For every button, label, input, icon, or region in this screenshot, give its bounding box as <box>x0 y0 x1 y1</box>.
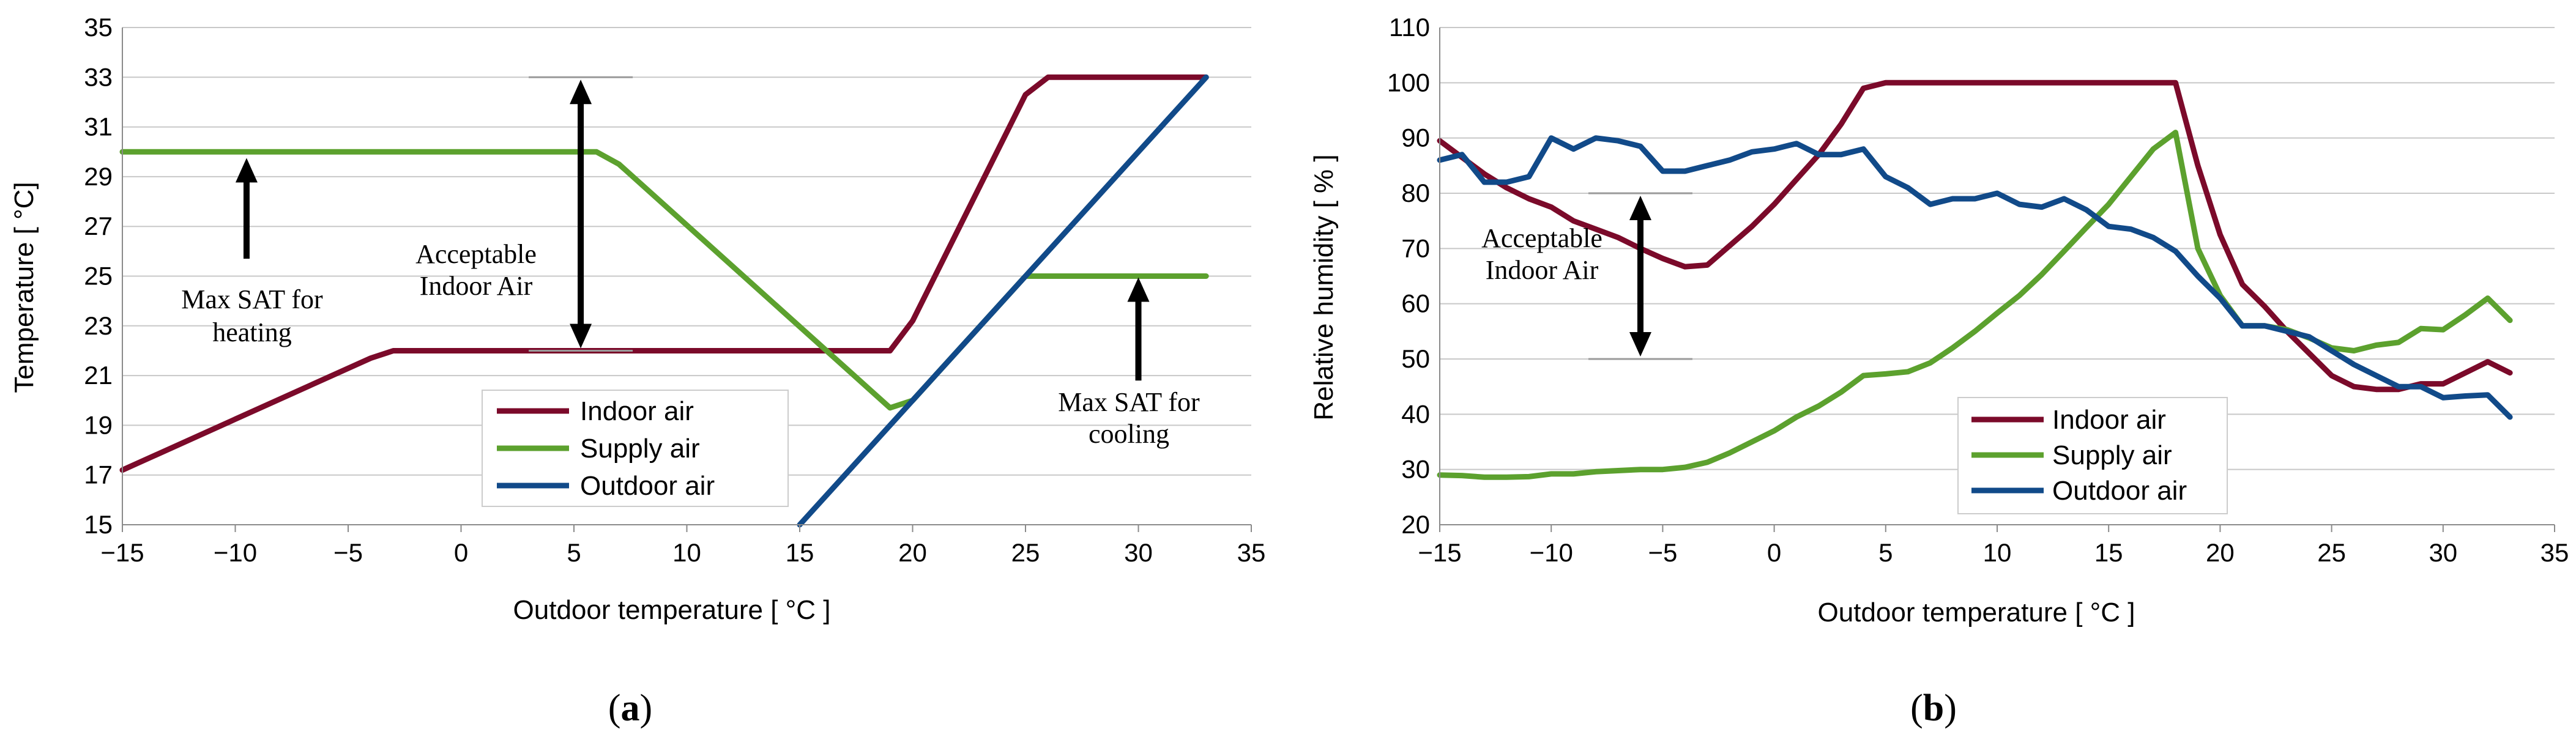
annotation-acceptable-a-line1: Acceptable <box>415 239 537 269</box>
annotation-cooling: Max SAT for cooling <box>1058 387 1200 449</box>
y-tick-label-b: 80 <box>1401 179 1430 207</box>
y-tick-label-a: 31 <box>84 113 113 141</box>
y-tick-label-a: 25 <box>84 262 113 290</box>
y-axis-title-b: Relative humidity [ % ] <box>1309 154 1339 420</box>
y-tick-label-b: 60 <box>1401 289 1430 318</box>
range-arrow-head-down-a <box>570 324 592 349</box>
series-line-indoor-air-a <box>119 74 1209 473</box>
annotation-acceptable-a: Acceptable Indoor Air <box>415 239 537 301</box>
y-tick-label-a: 19 <box>84 410 113 439</box>
x-tick-label-a: 15 <box>786 538 814 567</box>
axes-b: 20 30 40 50 60 70 80 90 100 110 −15 −10 −5 0 5 10 15 20 25… <box>1387 13 2569 567</box>
annotation-cooling-line1: Max SAT for <box>1058 387 1200 417</box>
y-tick-label-b: 70 <box>1401 234 1430 262</box>
chart-panel-b: Acceptable Indoor Air 203040506070809010… <box>1309 13 2569 729</box>
x-tick-label-b: 10 <box>1983 538 2012 567</box>
annotation-heating-line1: Max SAT for <box>181 284 323 314</box>
annotation-heating: Max SAT for heating <box>181 284 323 347</box>
x-tick-label-a: 5 <box>567 538 581 567</box>
x-tick-label-a: −10 <box>214 538 257 567</box>
y-tick-label-a: 35 <box>84 13 113 42</box>
y-tick-label-b: 110 <box>1389 13 1430 42</box>
annotation-acceptable-b: Acceptable Indoor Air <box>1481 223 1603 285</box>
legend-b-label-outdoor: Outdoor air <box>2052 476 2187 506</box>
x-tick-label-b: 15 <box>2094 538 2123 567</box>
y-tick-label-b: 40 <box>1401 399 1430 428</box>
legend-a: Indoor air Supply air Outdoor air <box>482 390 789 507</box>
annotation-cooling-line2: cooling <box>1089 419 1169 449</box>
x-tick-label-a: 30 <box>1124 538 1153 567</box>
x-tick-label-a: −5 <box>333 538 363 567</box>
axes-a: 15 17 19 21 23 25 27 29 31 33 35 −15 −10 −5 0 5 10 15 20 25… <box>84 13 1265 567</box>
plot-area-b <box>1437 80 2513 480</box>
annotations-a: Max SAT for heating Acceptable Indoor Ai… <box>181 76 1200 449</box>
plot-area-a <box>119 74 1209 528</box>
annotation-acceptable-b-line2: Indoor Air <box>1486 255 1599 285</box>
range-arrow-head-up-b <box>1629 196 1651 220</box>
y-tick-label-b: 30 <box>1401 455 1430 484</box>
y-tick-label-a: 33 <box>84 62 113 91</box>
panel-label-a-letter: a <box>621 687 640 729</box>
y-tick-label-b: 20 <box>1401 510 1430 539</box>
y-tick-label-a: 29 <box>84 162 113 191</box>
x-tick-label-b: 35 <box>2541 538 2569 567</box>
legend-b: Indoor air Supply air Outdoor air <box>1957 397 2228 514</box>
annotation-acceptable-b-line1: Acceptable <box>1481 223 1603 253</box>
grid-lines-b <box>1440 27 2555 525</box>
x-tick-label-a: 25 <box>1011 538 1040 567</box>
x-tick-label-b: −10 <box>1530 538 1573 567</box>
series-line-supply-air-a <box>119 149 1209 411</box>
legend-a-label-supply: Supply air <box>580 434 700 464</box>
y-tick-label-a: 23 <box>84 311 113 340</box>
x-tick-label-b: 30 <box>2429 538 2457 567</box>
y-tick-label-a: 15 <box>84 510 113 539</box>
y-tick-label-b: 100 <box>1387 68 1430 97</box>
x-tick-label-b: 20 <box>2206 538 2235 567</box>
x-tick-label-a: 0 <box>454 538 468 567</box>
legend-b-label-supply: Supply air <box>2052 440 2172 470</box>
x-axis-title-b: Outdoor temperature [ °C ] <box>1818 598 2135 627</box>
y-tick-label-a: 17 <box>84 461 113 489</box>
x-tick-label-a: 10 <box>672 538 701 567</box>
annotation-arrow-head-a <box>235 158 258 183</box>
y-tick-label-b: 90 <box>1401 124 1430 152</box>
range-arrow-head-up-a <box>570 80 592 105</box>
annotation-arrow-head-a <box>1127 277 1150 302</box>
annotations-b: Acceptable Indoor Air <box>1481 192 1692 360</box>
range-arrow-head-down-b <box>1629 332 1651 357</box>
x-tick-label-b: 0 <box>1767 538 1781 567</box>
annotation-acceptable-a-line2: Indoor Air <box>420 271 533 301</box>
legend-a-label-outdoor: Outdoor air <box>580 471 715 501</box>
legend-a-label-indoor: Indoor air <box>580 396 694 426</box>
x-tick-label-a: 20 <box>898 538 927 567</box>
y-tick-label-a: 27 <box>84 212 113 240</box>
panel-label-b-letter: b <box>1923 687 1944 729</box>
panel-label-a: (a) <box>608 687 652 729</box>
x-tick-label-a: −15 <box>100 538 144 567</box>
series-line-outdoor-air-a <box>797 74 1209 528</box>
y-axis-title-a: Temperature [ °C] <box>9 182 39 393</box>
x-tick-label-a: 35 <box>1237 538 1266 567</box>
annotation-heating-line2: heating <box>212 317 292 347</box>
series-line-outdoor-air-b <box>1437 135 2513 420</box>
legend-b-label-indoor: Indoor air <box>2052 405 2166 435</box>
x-tick-label-b: 5 <box>1878 538 1893 567</box>
panel-label-b: (b) <box>1910 687 1957 729</box>
y-tick-label-b: 50 <box>1401 344 1430 373</box>
x-tick-label-b: 25 <box>2317 538 2346 567</box>
x-tick-label-b: −5 <box>1648 538 1677 567</box>
series-line-indoor-air-b <box>1437 80 2513 393</box>
x-tick-label-b: −15 <box>1418 538 1461 567</box>
x-axis-title-a: Outdoor temperature [ °C ] <box>513 595 831 625</box>
chart-panel-a: Max SAT for heating Acceptable Indoor Ai… <box>9 13 1265 729</box>
y-tick-label-a: 21 <box>84 361 113 390</box>
